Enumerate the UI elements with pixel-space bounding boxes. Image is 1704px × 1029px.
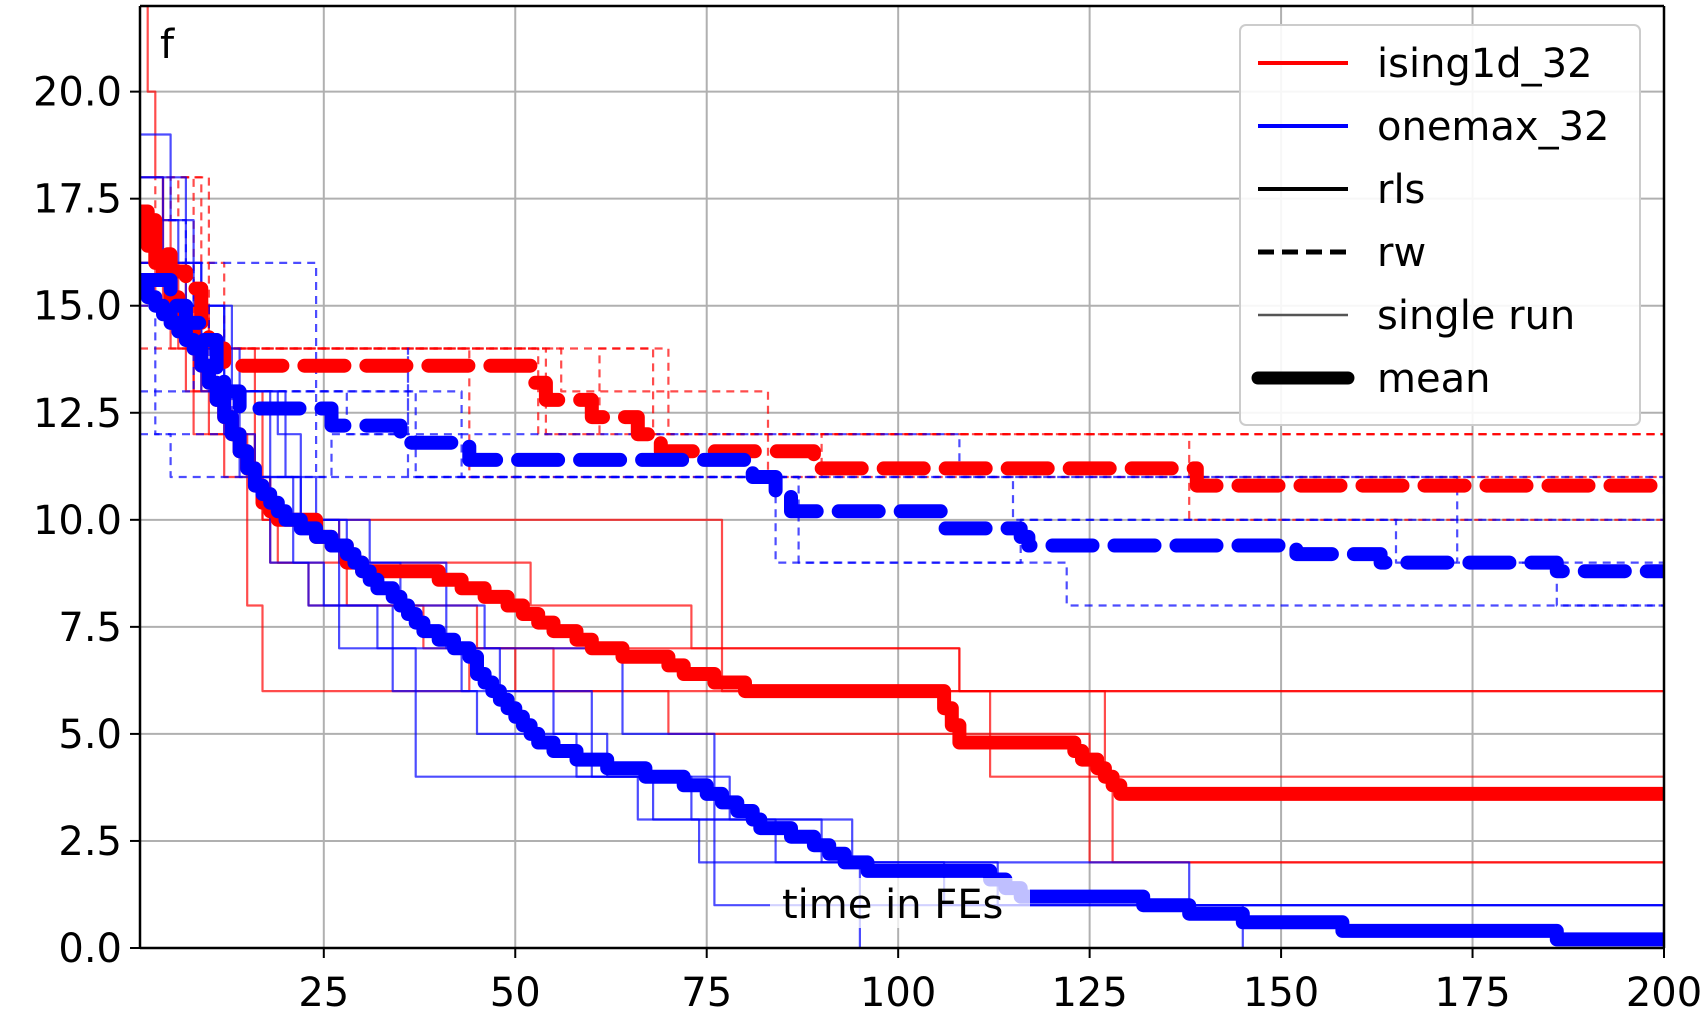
y-tick-label: 5.0 bbox=[58, 712, 122, 758]
series-onemax_32-rw-mean bbox=[140, 273, 1664, 579]
y-tick-label: 2.5 bbox=[58, 819, 122, 865]
y-tick-label: 12.5 bbox=[33, 391, 122, 437]
legend-label: single run bbox=[1377, 293, 1575, 339]
x-tick-label: 125 bbox=[1051, 970, 1127, 1016]
legend-label: rls bbox=[1377, 167, 1425, 213]
x-tick-label: 100 bbox=[860, 970, 936, 1016]
y-tick-label: 15.0 bbox=[33, 284, 122, 330]
x-tick-label: 50 bbox=[490, 970, 541, 1016]
y-tick-label: 7.5 bbox=[58, 605, 122, 651]
x-tick-label: 200 bbox=[1626, 970, 1702, 1016]
series-onemax_32-rw-single bbox=[140, 347, 1664, 520]
y-tick-label: 17.5 bbox=[33, 177, 122, 223]
x-tick-label: 75 bbox=[681, 970, 732, 1016]
x-tick-label: 150 bbox=[1243, 970, 1319, 1016]
tick-layer: 25 50 75 100 125 150 175 200 0.0 2.5 5.0 7.5 10.0 12.… bbox=[33, 70, 1702, 1016]
legend-label: onemax_32 bbox=[1377, 104, 1609, 150]
x-axis-label-group: time in FEs bbox=[770, 878, 1030, 928]
legend-label: mean bbox=[1377, 356, 1490, 402]
y-tick-label: 20.0 bbox=[33, 70, 122, 116]
axes bbox=[138, 4, 1666, 950]
x-tick-label: 25 bbox=[298, 970, 349, 1016]
series-ising1d_32-rw-single bbox=[140, 176, 1664, 436]
x-axis-label: time in FEs bbox=[782, 882, 1003, 928]
series-onemax_32-rls-mean bbox=[140, 281, 1664, 947]
x-tick-label: 175 bbox=[1434, 970, 1510, 1016]
x-axis-label-background bbox=[770, 878, 1030, 928]
legend-label: ising1d_32 bbox=[1377, 41, 1593, 87]
y-tick-label: 10.0 bbox=[33, 498, 122, 544]
series-layer bbox=[140, 6, 1664, 948]
series-ising1d_32-rw-mean bbox=[140, 213, 1664, 493]
legend-label: rw bbox=[1377, 230, 1426, 276]
y-tick-label: 0.0 bbox=[58, 926, 122, 972]
y-axis-label: f bbox=[160, 22, 175, 68]
